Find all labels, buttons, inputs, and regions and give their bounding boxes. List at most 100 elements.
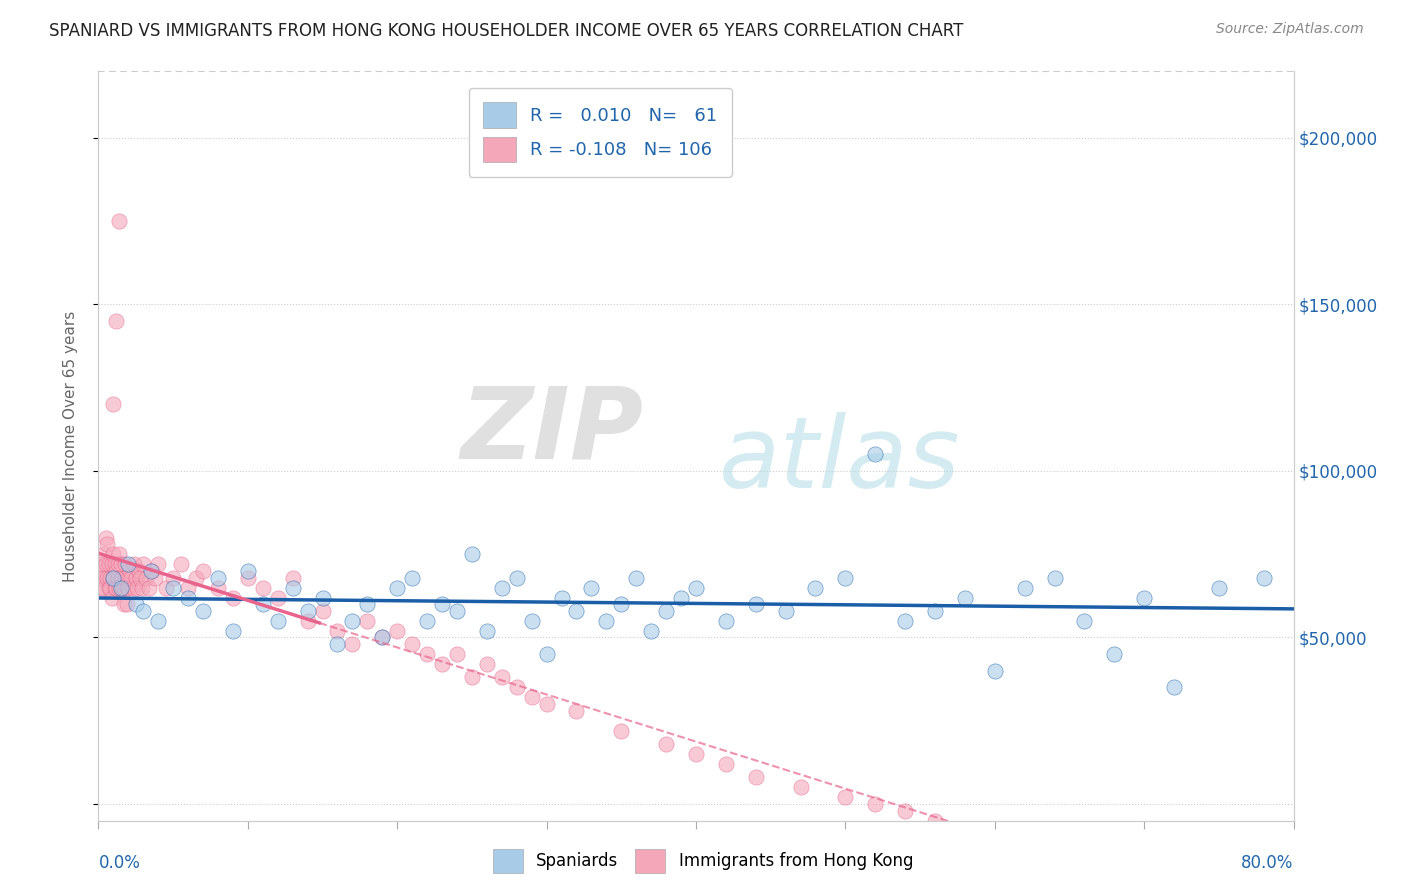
Point xyxy=(297,604,319,618)
Point xyxy=(141,564,163,578)
Point xyxy=(475,657,498,672)
Point xyxy=(536,697,558,711)
Text: 80.0%: 80.0% xyxy=(1241,855,1294,872)
Point xyxy=(97,581,120,595)
Point xyxy=(267,591,290,605)
Text: SPANIARD VS IMMIGRANTS FROM HONG KONG HOUSEHOLDER INCOME OVER 65 YEARS CORRELATI: SPANIARD VS IMMIGRANTS FROM HONG KONG HO… xyxy=(49,22,963,40)
Point xyxy=(91,564,114,578)
Point xyxy=(401,637,423,651)
Point xyxy=(148,558,170,572)
Point xyxy=(595,614,617,628)
Point xyxy=(924,814,946,828)
Point xyxy=(222,591,245,605)
Point xyxy=(714,614,737,628)
Point xyxy=(103,547,125,561)
Point xyxy=(162,581,184,595)
Point xyxy=(745,770,768,784)
Point xyxy=(252,581,274,595)
Point xyxy=(1043,570,1066,584)
Point xyxy=(252,597,274,611)
Point xyxy=(371,631,394,645)
Point xyxy=(506,681,529,695)
Point xyxy=(108,214,131,228)
Point xyxy=(117,581,139,595)
Point xyxy=(865,797,887,811)
Point xyxy=(520,614,543,628)
Point xyxy=(789,780,811,795)
Point xyxy=(281,570,304,584)
Point xyxy=(581,581,603,595)
Point xyxy=(103,397,125,411)
Point xyxy=(155,581,177,595)
Point xyxy=(356,597,378,611)
Point xyxy=(865,447,887,461)
Point xyxy=(520,690,543,705)
Point xyxy=(1104,647,1126,661)
Point xyxy=(640,624,662,638)
Legend: Spaniards, Immigrants from Hong Kong: Spaniards, Immigrants from Hong Kong xyxy=(486,842,920,880)
Point xyxy=(371,631,394,645)
Point xyxy=(610,597,633,611)
Point xyxy=(356,614,378,628)
Point xyxy=(132,604,155,618)
Point xyxy=(267,614,290,628)
Point xyxy=(104,558,127,572)
Point xyxy=(565,704,588,718)
Point xyxy=(385,624,409,638)
Point xyxy=(1133,870,1156,884)
Point xyxy=(96,570,118,584)
Point xyxy=(143,570,166,584)
Point xyxy=(626,570,648,584)
Point xyxy=(1133,591,1156,605)
Point xyxy=(103,570,125,584)
Point xyxy=(128,564,150,578)
Point xyxy=(745,597,768,611)
Point xyxy=(125,597,148,611)
Point xyxy=(536,647,558,661)
Point xyxy=(94,558,117,572)
Point xyxy=(894,614,917,628)
Point xyxy=(475,624,498,638)
Point xyxy=(114,558,136,572)
Point xyxy=(655,737,678,751)
Point xyxy=(326,637,349,651)
Point xyxy=(775,604,797,618)
Point xyxy=(111,570,134,584)
Point xyxy=(491,581,513,595)
Point xyxy=(129,570,152,584)
Point xyxy=(297,614,319,628)
Point xyxy=(311,604,333,618)
Point xyxy=(132,558,155,572)
Y-axis label: Householder Income Over 65 years: Householder Income Over 65 years xyxy=(63,310,77,582)
Point xyxy=(105,581,128,595)
Point xyxy=(1014,847,1036,861)
Point xyxy=(953,591,976,605)
Point xyxy=(98,581,122,595)
Point xyxy=(120,570,142,584)
Point xyxy=(550,591,572,605)
Point xyxy=(148,614,170,628)
Point xyxy=(385,581,409,595)
Point xyxy=(107,558,129,572)
Point xyxy=(105,564,128,578)
Point xyxy=(281,581,304,595)
Point xyxy=(108,581,131,595)
Point xyxy=(1059,857,1081,871)
Point xyxy=(169,558,191,572)
Point xyxy=(127,581,149,595)
Point xyxy=(96,537,118,551)
Point xyxy=(401,570,423,584)
Point xyxy=(89,570,111,584)
Point xyxy=(461,670,484,684)
Text: 0.0%: 0.0% xyxy=(98,855,141,872)
Point xyxy=(177,591,200,605)
Point xyxy=(1253,570,1275,584)
Point xyxy=(115,597,138,611)
Point xyxy=(714,757,737,772)
Point xyxy=(112,581,135,595)
Point xyxy=(162,570,184,584)
Point xyxy=(118,564,141,578)
Point xyxy=(446,647,468,661)
Point xyxy=(984,837,1007,851)
Point xyxy=(446,604,468,618)
